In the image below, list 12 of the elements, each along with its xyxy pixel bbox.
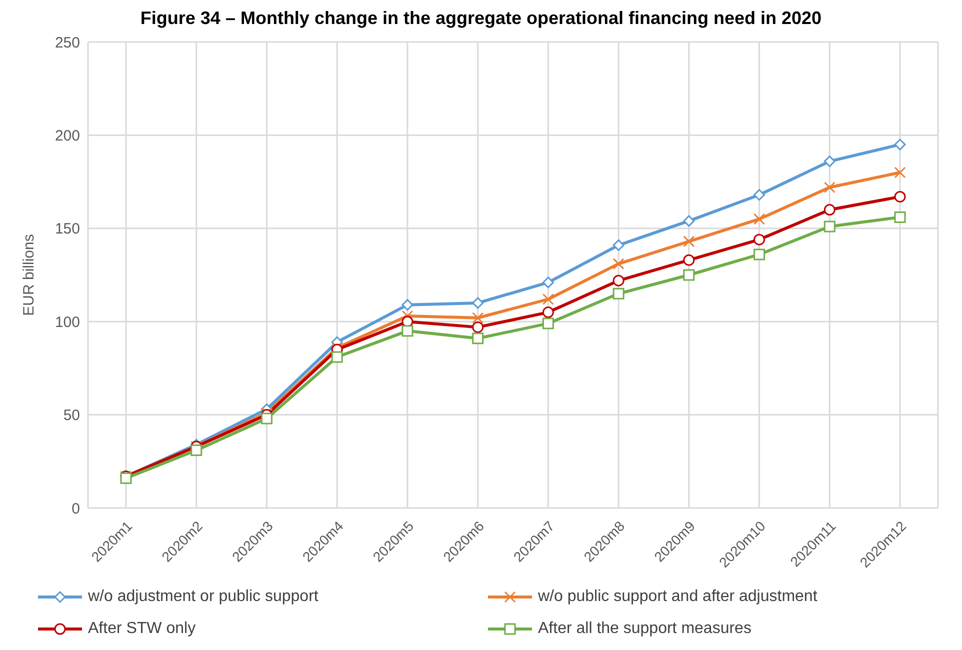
y-tick-label: 0 (72, 500, 80, 518)
legend-label: After STW only (88, 620, 196, 638)
legend-label: After all the support measures (538, 620, 752, 638)
y-tick-label: 250 (54, 34, 80, 52)
legend-label: w/o public support and after adjustment (538, 588, 818, 606)
y-tick-label: 100 (54, 314, 80, 331)
legend-label: w/o adjustment or public support (88, 588, 318, 606)
y-axis-title: EUR billions (20, 234, 38, 316)
y-tick-label: 200 (54, 128, 80, 145)
y-tick-label: 50 (63, 407, 80, 424)
y-tick-label: 150 (54, 220, 80, 238)
chart-title: Figure 34 – Monthly change in the aggregate operational financing need in 2020 (139, 8, 823, 30)
